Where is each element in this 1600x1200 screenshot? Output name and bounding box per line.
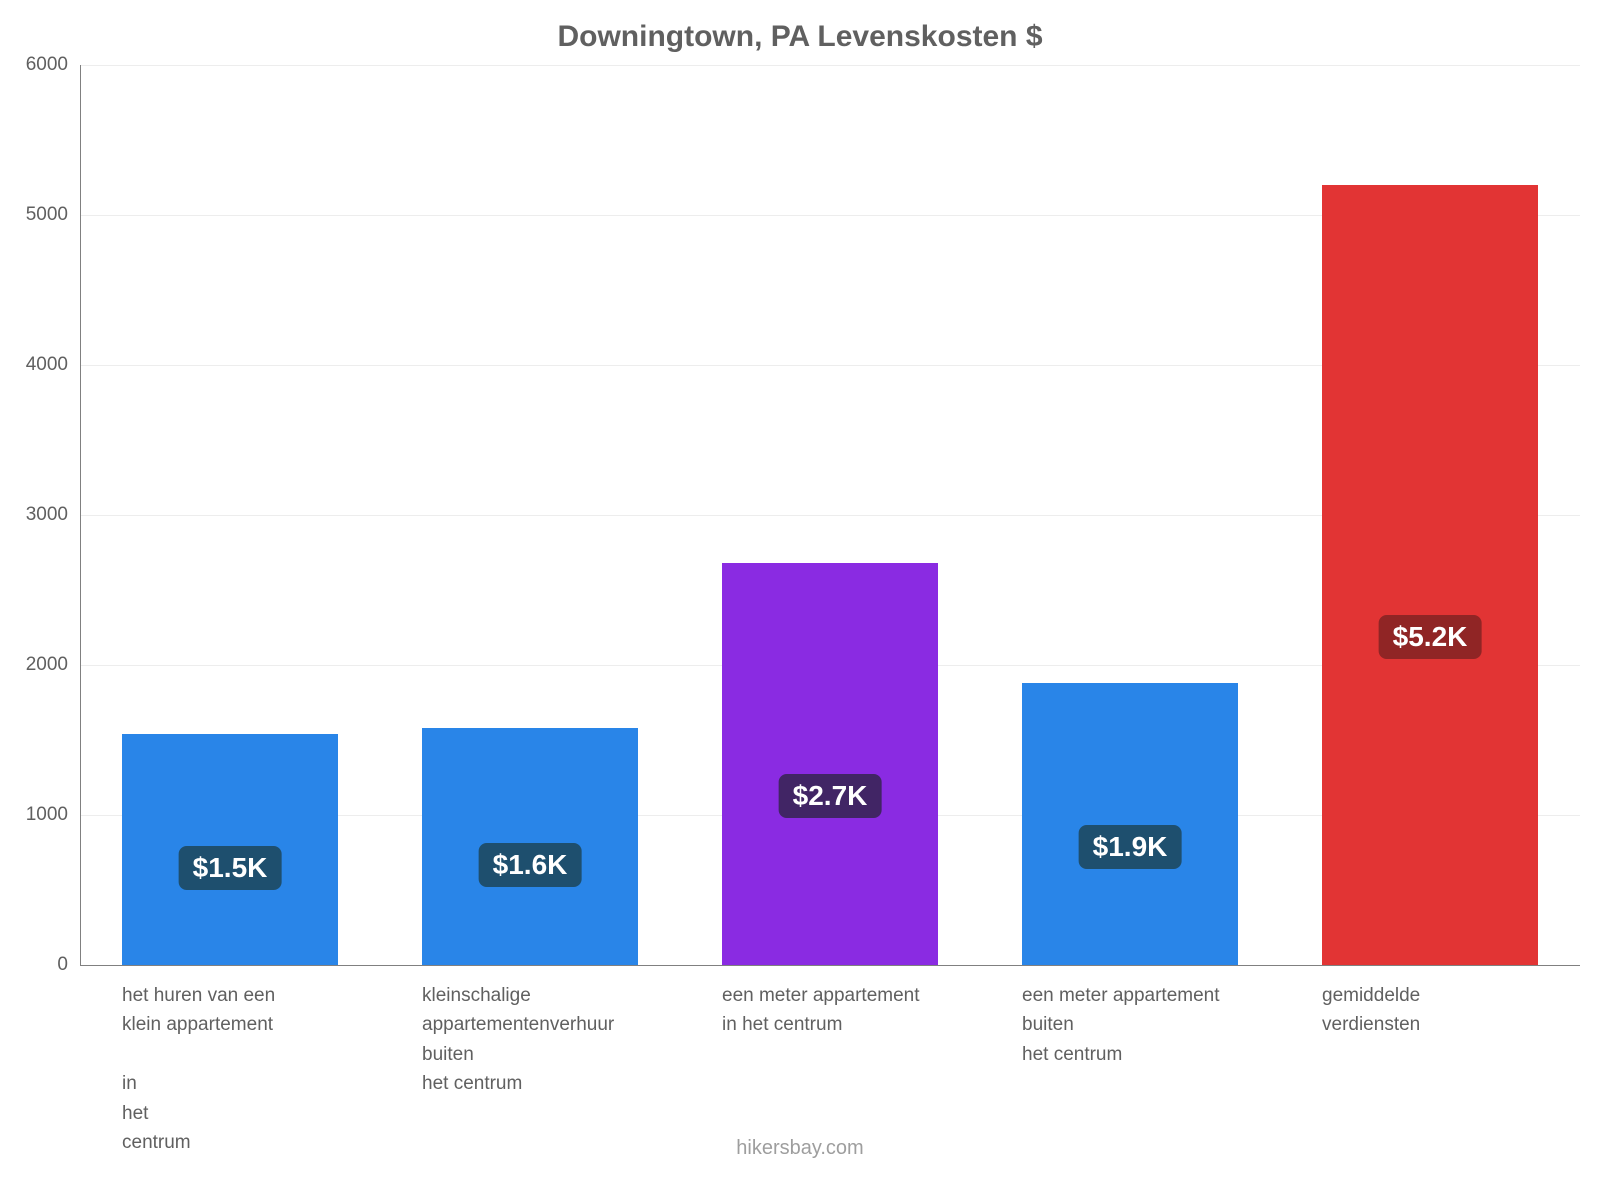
bar: $1.6K: [422, 728, 638, 965]
x-tick-label: gemiddelde verdiensten: [1322, 965, 1598, 1040]
plot-area: 0100020003000400050006000$1.5Khet huren …: [80, 65, 1580, 965]
chart-footer: hikersbay.com: [0, 1137, 1600, 1160]
y-tick-label: 2000: [26, 654, 80, 676]
bar-value-label: $2.7K: [779, 774, 882, 818]
bar-value-label: $1.6K: [479, 843, 582, 887]
x-tick-label: kleinschalige appartementenverhuur buite…: [422, 965, 698, 1099]
bar-value-label: $1.9K: [1079, 825, 1182, 869]
y-tick-label: 5000: [26, 204, 80, 226]
y-tick-label: 4000: [26, 354, 80, 376]
y-axis-line: [80, 65, 81, 965]
y-tick-label: 6000: [26, 54, 80, 76]
x-tick-label: een meter appartement buiten het centrum: [1022, 965, 1298, 1069]
y-tick-label: 1000: [26, 804, 80, 826]
grid-line: [80, 65, 1580, 66]
bar-value-label: $5.2K: [1379, 615, 1482, 659]
chart-title: Downingtown, PA Levenskosten $: [0, 20, 1600, 54]
bar-value-label: $1.5K: [179, 846, 282, 890]
y-tick-label: 3000: [26, 504, 80, 526]
cost-of-living-bar-chart: Downingtown, PA Levenskosten $ 010002000…: [0, 0, 1600, 1200]
bar: $5.2K: [1322, 185, 1538, 965]
y-tick-label: 0: [57, 954, 80, 976]
x-tick-label: een meter appartement in het centrum: [722, 965, 998, 1040]
x-tick-label: het huren van een klein appartement in h…: [122, 965, 398, 1158]
bar: $2.7K: [722, 563, 938, 965]
bar: $1.9K: [1022, 683, 1238, 965]
bar: $1.5K: [122, 734, 338, 965]
